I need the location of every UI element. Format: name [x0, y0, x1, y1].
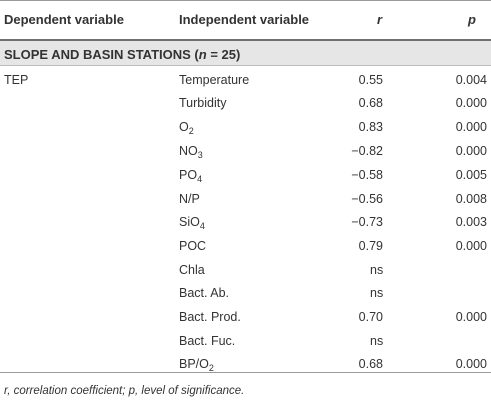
- independent-variable-subscript: 3: [197, 150, 203, 160]
- cell-r: ns: [370, 286, 384, 300]
- table-row: BP/O2 0.68 0.000: [0, 353, 491, 376]
- cell-p: 0.000: [455, 310, 487, 324]
- cell-independent-variable: NO3: [179, 144, 203, 160]
- independent-variable-name: POC: [179, 239, 207, 253]
- table-row: Bact. Prod. 0.70 0.000: [0, 306, 491, 329]
- cell-r: −0.73: [351, 215, 383, 229]
- table-row: Bact. Fuc. ns: [0, 330, 491, 353]
- cell-p: 0.004: [455, 73, 487, 87]
- cell-r: 0.55: [358, 73, 383, 87]
- cell-independent-variable: Turbidity: [179, 96, 226, 110]
- independent-variable-subscript: 2: [208, 363, 214, 373]
- independent-variable-name: PO: [179, 168, 198, 182]
- cell-independent-variable: Temperature: [179, 73, 249, 87]
- independent-variable-name: NO: [179, 144, 198, 158]
- independent-variable-name: N/P: [179, 192, 200, 206]
- cell-p: 0.008: [455, 192, 487, 206]
- table-row: Turbidity 0.68 0.000: [0, 92, 491, 115]
- cell-p: 0.003: [455, 215, 487, 229]
- cell-independent-variable: Chla: [179, 263, 205, 277]
- cell-r: 0.79: [358, 239, 383, 253]
- table-row: TEP Temperature 0.55 0.004: [0, 69, 491, 92]
- cell-independent-variable: PO4: [179, 168, 203, 184]
- independent-variable-name: Bact. Fuc.: [179, 334, 236, 348]
- table-row: SiO4 −0.73 0.003: [0, 211, 491, 234]
- independent-variable-name: O: [179, 120, 189, 134]
- cell-r: 0.70: [358, 310, 383, 324]
- cell-p: 0.000: [455, 357, 487, 371]
- independent-variable-name: Temperature: [179, 73, 250, 87]
- table-row: N/P −0.56 0.008: [0, 188, 491, 211]
- section-label: SLOPE AND BASIN STATIONS (n = 25): [4, 47, 241, 62]
- cell-r: −0.82: [351, 144, 383, 158]
- header-dependent-variable: Dependent variable: [4, 12, 124, 27]
- cell-r: ns: [370, 263, 384, 277]
- cell-r: −0.56: [351, 192, 383, 206]
- section-row: SLOPE AND BASIN STATIONS (n = 25): [0, 39, 491, 66]
- table-bottom-rule: [0, 372, 491, 373]
- cell-independent-variable: O2: [179, 120, 194, 136]
- table-footnote: r, correlation coefficient; p, level of …: [4, 385, 245, 397]
- table-row: O2 0.83 0.000: [0, 116, 491, 139]
- cell-independent-variable: SiO4: [179, 215, 205, 231]
- table-row: PO4 −0.58 0.005: [0, 164, 491, 187]
- cell-p: 0.000: [455, 239, 487, 253]
- cell-p: 0.000: [455, 144, 487, 158]
- independent-variable-subscript: 2: [188, 126, 194, 136]
- cell-independent-variable: POC: [179, 239, 206, 253]
- cell-r: 0.68: [358, 96, 383, 110]
- independent-variable-name: SiO: [179, 215, 200, 229]
- cell-independent-variable: BP/O2: [179, 357, 214, 373]
- cell-r: ns: [370, 334, 384, 348]
- cell-independent-variable: Bact. Prod.: [179, 310, 241, 324]
- cell-p: 0.000: [455, 120, 487, 134]
- table-row: Bact. Ab. ns: [0, 282, 491, 305]
- independent-variable-subscript: 4: [199, 221, 205, 231]
- independent-variable-subscript: 4: [197, 174, 203, 184]
- cell-p: 0.005: [455, 168, 487, 182]
- table-header-row: Dependent variable Independent variable …: [0, 0, 491, 40]
- independent-variable-name: BP/O: [179, 357, 209, 371]
- cell-independent-variable: Bact. Fuc.: [179, 334, 235, 348]
- table-row: Chla ns: [0, 259, 491, 282]
- cell-p: 0.000: [455, 96, 487, 110]
- table-row: POC 0.79 0.000: [0, 235, 491, 258]
- cell-r: 0.68: [358, 357, 383, 371]
- cell-independent-variable: Bact. Ab.: [179, 286, 229, 300]
- table-row: NO3 −0.82 0.000: [0, 140, 491, 163]
- independent-variable-name: Bact. Ab.: [179, 286, 230, 300]
- header-r: r: [377, 12, 383, 27]
- header-p: p: [468, 12, 476, 27]
- cell-dependent-variable: TEP: [4, 73, 29, 87]
- cell-r: 0.83: [358, 120, 383, 134]
- independent-variable-name: Turbidity: [179, 96, 227, 110]
- independent-variable-name: Chla: [179, 263, 205, 277]
- independent-variable-name: Bact. Prod.: [179, 310, 241, 324]
- cell-r: −0.58: [351, 168, 383, 182]
- cell-independent-variable: N/P: [179, 192, 200, 206]
- header-independent-variable: Independent variable: [179, 12, 310, 27]
